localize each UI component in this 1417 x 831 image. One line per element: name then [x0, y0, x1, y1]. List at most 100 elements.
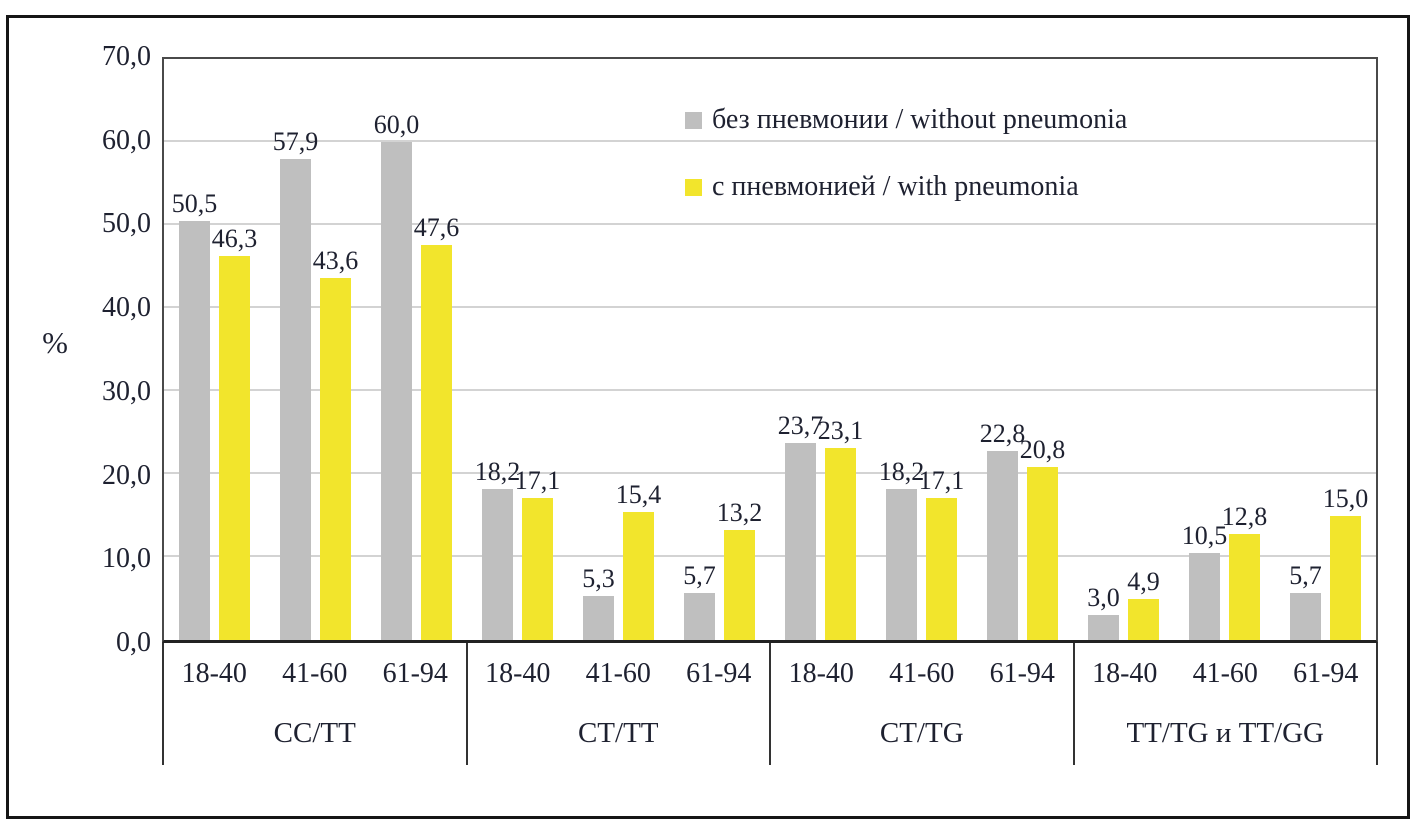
legend-label: с пневмонией / with pneumonia — [712, 171, 1079, 202]
bar: 22,8 — [980, 419, 1025, 640]
x-axis-group: 18-40 41-60 61-94 CC/TT — [162, 643, 468, 765]
bar: 46,3 — [212, 224, 257, 640]
bars-layer: 50,5 46,3 57,9 43,6 60,0 47,6 18,2 17,1 5,3 15,4 5… — [164, 59, 1376, 640]
bar-cell: 10,5 12,8 — [1174, 59, 1275, 640]
age-range-label: 41-60 — [1192, 658, 1258, 689]
age-labels-row: 18-40 41-60 61-94 — [771, 643, 1073, 705]
bar: 5,7 — [683, 561, 716, 640]
bar: 43,6 — [313, 246, 358, 640]
bar-value-label: 18,2 — [474, 456, 521, 486]
bar: 10,5 — [1182, 521, 1227, 640]
bar-cell: 18,2 17,1 — [871, 59, 972, 640]
bar: 20,8 — [1020, 435, 1065, 640]
age-labels-row: 18-40 41-60 61-94 — [1075, 643, 1377, 705]
bar: 17,1 — [515, 466, 560, 640]
bar-value-label: 43,6 — [312, 246, 359, 276]
bar-value-label: 23,1 — [817, 416, 864, 446]
legend-label: без пневмонии / without pneumonia — [712, 104, 1128, 135]
bar: 50,5 — [172, 189, 217, 640]
bar-value-label: 5,7 — [683, 560, 716, 590]
plot-area: 50,5 46,3 57,9 43,6 60,0 47,6 18,2 17,1 5,3 15,4 5… — [162, 57, 1378, 643]
bar: 12,8 — [1222, 502, 1267, 640]
legend-swatch-icon — [685, 178, 702, 196]
bar-group: 3,0 4,9 10,5 12,8 5,7 15,0 — [1073, 59, 1376, 640]
bar-value-label: 4,9 — [1127, 567, 1160, 597]
age-range-label: 61-94 — [382, 658, 448, 689]
x-axis-group: 18-40 41-60 61-94 TT/TG и TT/GG — [1075, 643, 1378, 765]
bar: 3,0 — [1087, 583, 1120, 640]
bar-cell: 60,0 47,6 — [366, 59, 467, 640]
bar: 5,7 — [1289, 561, 1322, 640]
bar-value-label: 22,8 — [979, 418, 1026, 448]
bar-cell: 3,0 4,9 — [1073, 59, 1174, 640]
y-tick-label: 10,0 — [102, 543, 151, 575]
bar-value-label: 57,9 — [272, 127, 319, 157]
bar-cell: 23,7 23,1 — [770, 59, 871, 640]
y-tick-label: 50,0 — [102, 208, 151, 240]
bar: 57,9 — [273, 127, 318, 640]
genotype-group-label: CT/TT — [577, 716, 659, 749]
age-range-label: 41-60 — [585, 658, 651, 689]
bar: 15,4 — [616, 480, 661, 640]
chart-frame: % 70,0 60,0 50,0 40,0 30,0 20,0 10,0 0,0 50,5 46… — [6, 15, 1410, 819]
bar-value-label: 47,6 — [413, 212, 460, 242]
age-range-label: 18-40 — [181, 658, 247, 689]
bar-value-label: 5,3 — [582, 564, 615, 594]
age-labels-row: 18-40 41-60 61-94 — [468, 643, 770, 705]
gridline — [164, 472, 1376, 474]
genotype-group-label: CT/TG — [879, 716, 964, 749]
age-range-label: 61-94 — [1293, 658, 1359, 689]
bar-value-label: 17,1 — [918, 466, 965, 496]
genotype-group-label: CC/TT — [273, 716, 356, 749]
bar-value-label: 12,8 — [1221, 501, 1268, 531]
legend-item: с пневмонией / with pneumonia — [685, 169, 1127, 205]
gridline — [164, 389, 1376, 391]
age-range-label: 41-60 — [282, 658, 348, 689]
y-tick-label: 70,0 — [102, 41, 151, 72]
bar-value-label: 46,3 — [211, 223, 258, 253]
bar-cell: 22,8 20,8 — [972, 59, 1073, 640]
bar-value-label: 18,2 — [878, 456, 925, 486]
gridline — [164, 555, 1376, 557]
legend: без пневмонии / without pneumonia с пневм… — [685, 102, 1127, 236]
gridline — [164, 306, 1376, 308]
age-range-label: 18-40 — [788, 658, 854, 689]
bar-value-label: 5,7 — [1289, 560, 1322, 590]
bar: 23,7 — [778, 411, 823, 640]
x-axis: 18-40 41-60 61-94 CC/TT 18-40 41-60 61-94 CT/TT… — [162, 643, 1378, 765]
bar-value-label: 23,7 — [777, 411, 824, 441]
bar-cell: 18,2 17,1 — [467, 59, 568, 640]
x-axis-group: 18-40 41-60 61-94 CT/TG — [771, 643, 1075, 765]
gridline — [164, 223, 1376, 225]
age-range-label: 18-40 — [485, 658, 551, 689]
bar-value-label: 3,0 — [1087, 583, 1120, 613]
y-tick-label: 20,0 — [102, 459, 151, 491]
bar-value-label: 13,2 — [716, 498, 763, 528]
bar-cell: 57,9 43,6 — [265, 59, 366, 640]
bar: 18,2 — [879, 457, 924, 640]
bar: 15,0 — [1323, 484, 1368, 640]
y-tick-label: 40,0 — [102, 292, 151, 324]
gridline — [164, 140, 1376, 142]
age-range-label: 41-60 — [889, 658, 955, 689]
y-axis-title: % — [42, 325, 68, 360]
genotype-group-label: TT/TG и TT/GG — [1126, 716, 1325, 749]
legend-item: без пневмонии / without pneumonia — [685, 102, 1127, 138]
bar: 23,1 — [818, 416, 863, 640]
bar: 47,6 — [414, 213, 459, 640]
age-range-label: 61-94 — [686, 658, 752, 689]
bar-value-label: 15,0 — [1322, 483, 1369, 513]
y-tick-label: 60,0 — [102, 124, 151, 156]
bar: 13,2 — [717, 498, 762, 640]
bar-cell: 5,7 15,0 — [1275, 59, 1376, 640]
bar-cell: 5,3 15,4 — [568, 59, 669, 640]
x-axis-group: 18-40 41-60 61-94 CT/TT — [468, 643, 771, 765]
bar: 4,9 — [1127, 567, 1160, 640]
bar-value-label: 17,1 — [514, 466, 561, 496]
bar-cell: 5,7 13,2 — [669, 59, 770, 640]
y-axis: 70,0 60,0 50,0 40,0 30,0 20,0 10,0 0,0 — [21, 18, 151, 816]
bar-value-label: 60,0 — [373, 110, 420, 139]
bar-value-label: 15,4 — [615, 480, 662, 510]
age-labels-row: 18-40 41-60 61-94 — [164, 643, 466, 705]
